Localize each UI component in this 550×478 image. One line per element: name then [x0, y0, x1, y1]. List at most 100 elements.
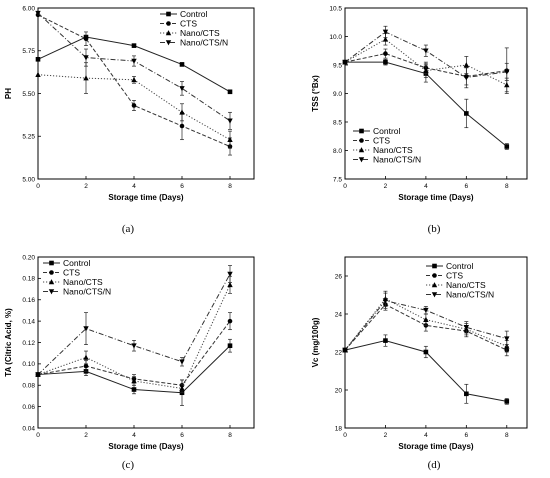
x-tick-label: 0 — [343, 432, 347, 439]
x-tick-label: 8 — [505, 183, 509, 190]
data-point — [504, 82, 510, 88]
data-point — [83, 36, 89, 42]
x-tick-label: 2 — [384, 183, 388, 190]
series-nano-cts-n — [35, 265, 233, 378]
data-point — [227, 118, 233, 124]
y-axis-label: PH — [4, 88, 13, 99]
data-point — [383, 338, 388, 343]
x-tick-label: 6 — [465, 183, 469, 190]
legend-label: Control — [446, 261, 474, 271]
data-point — [423, 67, 429, 73]
y-tick-label: 18 — [335, 425, 343, 432]
panel-label: (a) — [122, 223, 135, 235]
data-point — [179, 62, 185, 67]
x-tick-label: 6 — [465, 432, 469, 439]
x-tick-label: 2 — [384, 432, 388, 439]
data-point — [227, 89, 233, 95]
y-tick-label: 0.14 — [22, 318, 35, 325]
legend-label: Control — [63, 258, 91, 268]
y-tick-label: 8.0 — [333, 148, 342, 155]
legend-marker — [358, 147, 365, 153]
legend-marker — [49, 270, 54, 275]
legend-label: Nano/CTS — [180, 28, 220, 38]
legend-marker — [431, 292, 438, 298]
data-point — [35, 372, 41, 378]
series-nano-cts — [342, 290, 510, 353]
data-point — [179, 123, 185, 129]
x-tick-label: 2 — [84, 432, 88, 439]
y-tick-label: 5.00 — [22, 176, 35, 183]
x-tick-label: 0 — [36, 432, 40, 439]
data-point — [83, 55, 89, 61]
legend-label: Nano/CTS/N — [373, 155, 421, 165]
series-line — [37, 284, 231, 390]
legend-marker — [49, 260, 54, 266]
series-nano-cts-n — [35, 10, 233, 130]
data-point — [179, 86, 185, 92]
legend-marker — [166, 21, 171, 26]
legend-marker — [48, 279, 55, 285]
data-point — [83, 354, 89, 360]
y-tick-label: 0.20 — [22, 254, 35, 261]
y-tick-label: 0.04 — [22, 425, 35, 432]
data-point — [83, 363, 89, 369]
data-point — [227, 136, 233, 142]
legend-label: CTS — [373, 136, 390, 146]
legend-marker — [431, 282, 438, 288]
panel-label: (b) — [428, 223, 441, 235]
y-tick-label: 0.06 — [22, 404, 35, 411]
chart-panel-1: 0 2 4 6 8 5.00 5.25 5.50 5.75 6.00 Storage time (D… — [4, 5, 255, 202]
data-point — [131, 343, 137, 349]
data-point — [83, 75, 89, 81]
data-point — [227, 281, 233, 288]
legend-label: Nano/CTS — [373, 145, 413, 155]
data-point — [382, 29, 389, 35]
data-point — [179, 385, 185, 391]
y-tick-label: 26 — [335, 273, 343, 280]
y-tick-label: 9.0 — [333, 91, 342, 98]
series-line — [344, 38, 507, 86]
data-point — [35, 71, 41, 77]
legend-marker — [358, 157, 365, 163]
y-tick-label: 10.0 — [329, 34, 342, 41]
y-tick-label: 6.00 — [22, 5, 35, 12]
legend-label: CTS — [446, 271, 463, 281]
data-point — [383, 51, 388, 56]
panel-label: (c) — [122, 459, 135, 471]
legend-label: Nano/CTS/N — [63, 287, 111, 297]
chart-panel-2: 0 2 4 6 8 7.5 8.0 8.5 9.0 9.5 10.0 10.5 Storage time… — [311, 5, 528, 202]
data-point — [131, 378, 137, 384]
x-tick-label: 0 — [343, 183, 347, 190]
x-tick-label: 2 — [84, 183, 88, 190]
data-point — [179, 359, 185, 365]
x-tick-label: 8 — [228, 432, 232, 439]
legend-label: Control — [373, 126, 401, 136]
data-point — [423, 48, 429, 54]
y-axis-label: TA (Citric Acid, %) — [4, 308, 13, 377]
data-point — [423, 349, 429, 355]
y-tick-label: 0.18 — [22, 276, 35, 283]
x-tick-label: 0 — [36, 183, 40, 190]
plot-frame — [344, 256, 528, 429]
data-point — [504, 69, 510, 75]
series-control — [342, 334, 510, 405]
data-point — [423, 307, 429, 314]
data-point — [342, 347, 348, 353]
y-tick-label: 10.5 — [329, 5, 342, 12]
x-tick-label: 6 — [180, 183, 184, 190]
chart-panel-3: 0 2 4 6 8 0.04 0.06 0.08 0.10 0.12 0.14 0.16 0.18 0.2… — [4, 254, 255, 451]
data-point — [131, 387, 137, 392]
legend-marker — [359, 138, 364, 143]
data-point — [35, 10, 41, 17]
data-point — [464, 391, 469, 397]
data-point — [463, 75, 470, 81]
data-point — [227, 271, 233, 277]
series-line — [344, 31, 507, 79]
legend-marker — [48, 289, 55, 295]
x-tick-label: 4 — [424, 183, 428, 190]
x-tick-label: 4 — [132, 183, 136, 190]
